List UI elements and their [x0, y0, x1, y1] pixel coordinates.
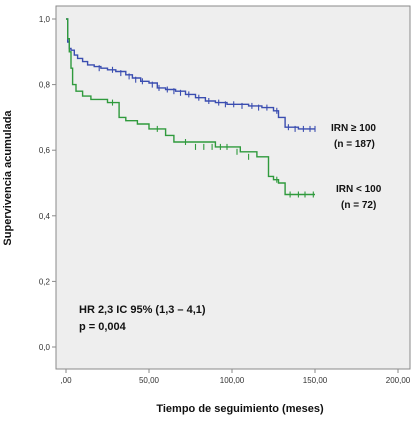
series-2-count: (n = 72) [341, 200, 376, 211]
series-1-label: IRN ≥ 100 [331, 123, 376, 134]
series [66, 18, 315, 196]
plot-area [55, 5, 411, 370]
x-axis-label: Tiempo de seguimiento (meses) [156, 403, 324, 415]
x-tick-label: ,00 [60, 376, 72, 385]
km-curve-series-2 [66, 18, 315, 196]
y-tick-label: 0,8 [39, 81, 51, 90]
censor-marks [98, 65, 316, 198]
series-2-label: IRN < 100 [336, 184, 382, 195]
x-tick-label: 150,00 [303, 376, 328, 385]
y-tick-label: 0,4 [39, 212, 51, 221]
axes [55, 6, 410, 370]
x-tick-label: 50,00 [139, 376, 160, 385]
p-value-annotation: p = 0,004 [79, 321, 127, 333]
y-tick-label: 0,6 [39, 146, 51, 155]
y-tick-label: 1,0 [39, 15, 51, 24]
ticks: 0,0 0,2 0,4 0,6 0,8 1,0 ,00 50,00 100,00 150,00 20… [39, 15, 411, 385]
hazard-ratio-annotation: HR 2,3 IC 95% (1,3 – 4,1) [79, 304, 206, 316]
x-tick-label: 200,00 [386, 376, 411, 385]
y-tick-label: 0,2 [39, 277, 51, 286]
series-1-count: (n = 187) [334, 139, 375, 150]
y-tick-label: 0,0 [39, 343, 51, 352]
y-axis-label: Supervivencia acumulada [2, 110, 14, 246]
km-curve-series-1 [66, 18, 315, 130]
x-tick-label: 100,00 [220, 376, 245, 385]
